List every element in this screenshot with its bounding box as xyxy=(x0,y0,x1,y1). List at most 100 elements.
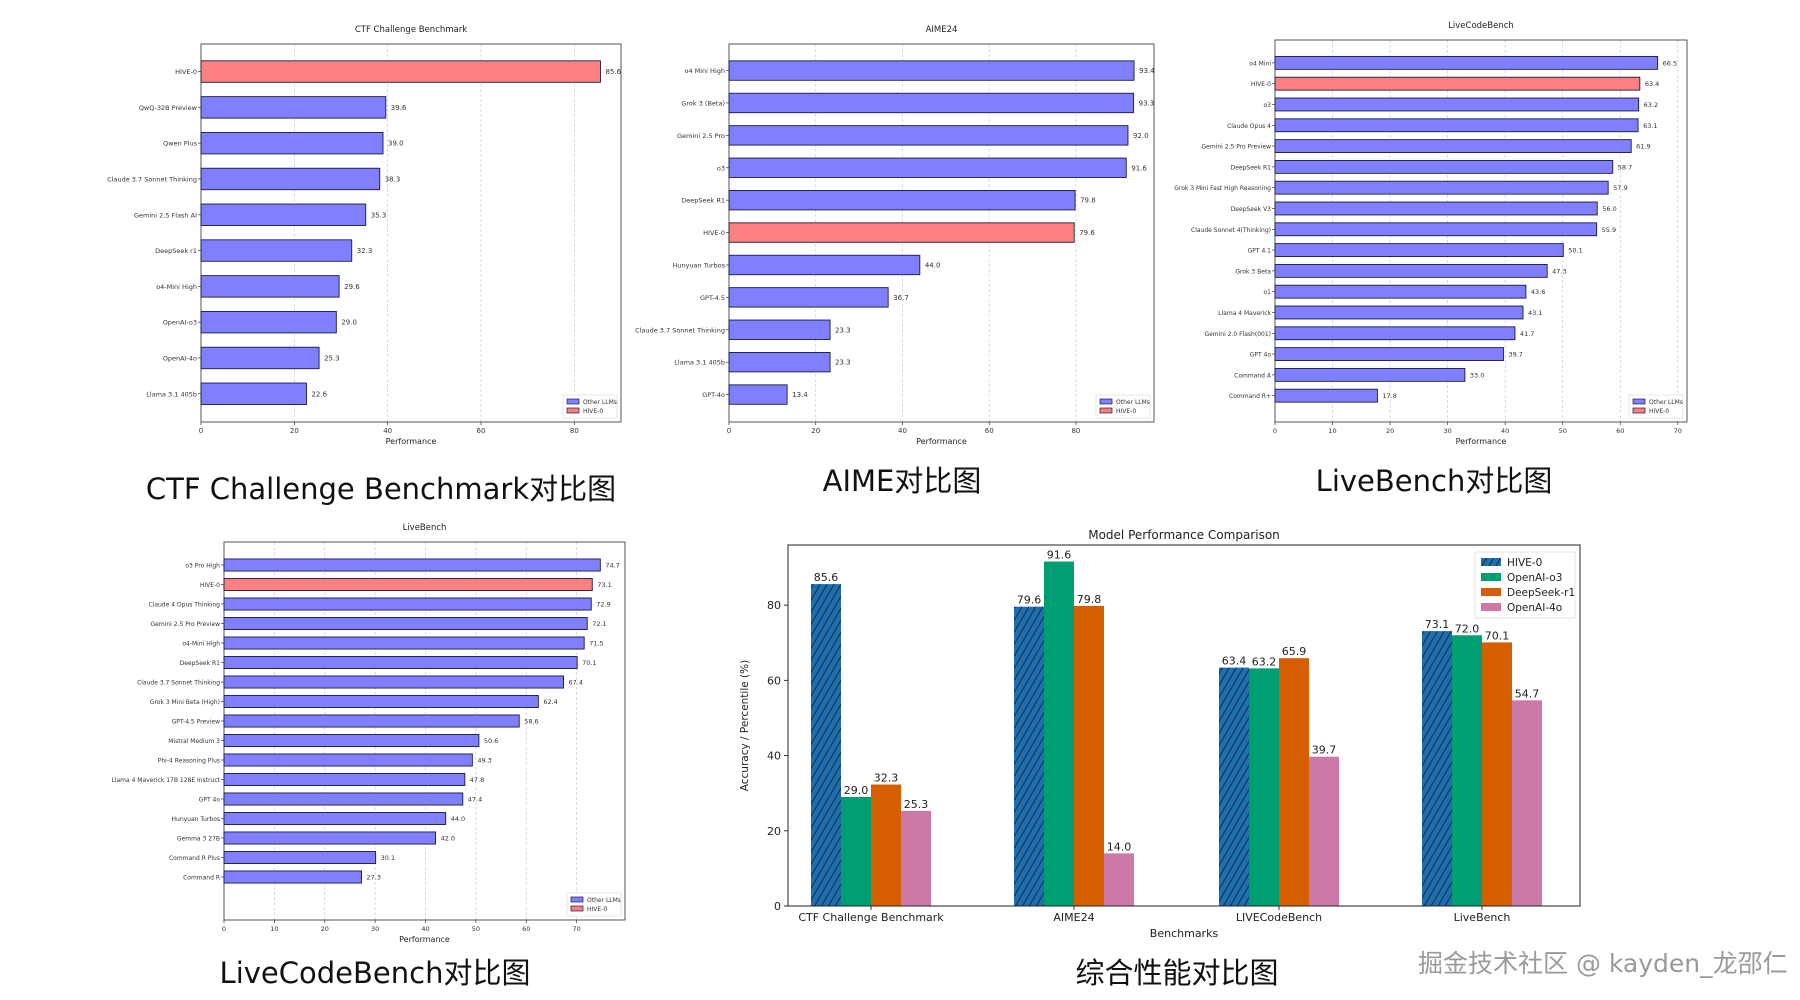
x-tick-label: 30 xyxy=(371,925,379,933)
bar-category-label: HIVE-0 xyxy=(703,229,725,237)
bar xyxy=(223,714,520,728)
x-tick-label: 80 xyxy=(570,427,579,435)
bar-category-label: Hunyuan Turbos xyxy=(672,261,725,269)
bar-value-label: 44.0 xyxy=(451,815,465,823)
bar-value-label: 93.3 xyxy=(1139,99,1155,107)
legend-label: HIVE-0 xyxy=(583,408,603,415)
bar-category-label: QwQ-32B Preview xyxy=(139,104,198,112)
bar-category-label: Llama 4 Maverick 17B 128E Instruct xyxy=(111,777,220,784)
x-tick-label: 40 xyxy=(1501,427,1509,435)
bar xyxy=(200,96,387,119)
bar-value-label: 13.4 xyxy=(792,391,808,399)
watermark: 掘金技术社区 @ kayden_龙邵仁 xyxy=(1418,949,1788,978)
bar-category-label: DeepSeek R1 xyxy=(1231,164,1272,171)
bar xyxy=(728,384,788,405)
bar xyxy=(728,287,889,308)
bar-category-label: Claude 3.7 Sonnet Thinking xyxy=(107,175,197,183)
bar-openai-4o xyxy=(1512,700,1542,906)
caption-aime: AIME对比图 xyxy=(822,464,982,498)
bar xyxy=(223,734,480,748)
bar-value-label: 17.8 xyxy=(1382,392,1396,400)
bar-deepseek-r1 xyxy=(1279,658,1309,906)
legend-swatch xyxy=(1632,407,1646,414)
bar-category-label: o4 Mini High xyxy=(684,67,725,75)
x-axis-label: Performance xyxy=(916,437,967,446)
legend-label: HIVE-0 xyxy=(1507,557,1542,569)
bar-category-label: o3 xyxy=(717,164,725,172)
x-tick-label: 20 xyxy=(321,925,329,933)
bar-value-label: 72.0 xyxy=(1455,622,1480,635)
bar-value-label: 93.4 xyxy=(1139,67,1155,75)
bar xyxy=(728,92,1135,114)
bar-category-label: Command R Plus xyxy=(169,855,220,862)
x-tick-label: LiveBench xyxy=(1454,911,1511,924)
bar-category-label: Mistral Medium 3 xyxy=(168,738,220,745)
bar-openai-o3 xyxy=(1452,635,1482,906)
bar-value-label: 67.4 xyxy=(569,679,583,687)
bar-value-label: 63.2 xyxy=(1252,655,1277,668)
bar-category-label: DeepSeek R1 xyxy=(180,660,221,667)
bar-category-label: o4 Mini xyxy=(1249,60,1271,67)
legend-swatch xyxy=(566,407,580,414)
bar-value-label: 39.7 xyxy=(1312,744,1337,757)
bar-category-label: o4-Mini High xyxy=(182,641,220,648)
bar-category-label: GPT 4o xyxy=(1250,352,1272,359)
bar-category-label: Grok 3 (Beta) xyxy=(681,99,725,107)
bar-hive-0 xyxy=(1422,631,1452,906)
bar-value-label: 91.6 xyxy=(1047,549,1072,562)
bar-category-label: Llama 3.1 405b xyxy=(674,359,725,367)
x-tick-label: 80 xyxy=(1071,427,1080,435)
bar-value-label: 35.3 xyxy=(371,211,387,219)
bar-value-label: 61.9 xyxy=(1636,143,1650,151)
x-tick-label: 50 xyxy=(1559,427,1567,435)
bar-hive-0 xyxy=(811,584,841,906)
bar-hive-0 xyxy=(1014,606,1044,906)
bar-value-label: 32.3 xyxy=(357,247,373,255)
legend-swatch xyxy=(1632,398,1646,405)
bar-value-label: 25.3 xyxy=(904,798,929,811)
bar xyxy=(728,125,1129,146)
bar-category-label: Hunyuan Turbos xyxy=(172,816,221,823)
x-tick-label: 0 xyxy=(727,427,731,435)
bar-category-label: GPT 4o xyxy=(199,797,221,804)
bar xyxy=(223,656,578,670)
bar xyxy=(1274,222,1598,237)
bar-value-label: 63.4 xyxy=(1222,655,1247,668)
legend-label: Other LLMs xyxy=(1116,399,1150,406)
bar-category-label: HIVE-0 xyxy=(200,582,220,589)
x-tick-label: 60 xyxy=(522,925,530,933)
bar-category-label: Phi-4 Reasoning Plus xyxy=(158,758,220,765)
bar-value-label: 92.0 xyxy=(1133,132,1149,140)
bar-value-label: 55.9 xyxy=(1602,226,1616,234)
bar-category-label: GPT 4.1 xyxy=(1248,248,1272,255)
bar xyxy=(223,831,437,845)
bar xyxy=(1274,243,1564,257)
bar xyxy=(728,60,1135,81)
bar-value-label: 27.3 xyxy=(367,874,381,882)
bar xyxy=(223,792,464,806)
bar-value-label: 63.4 xyxy=(1645,80,1659,88)
chart-title: LiveCodeBench xyxy=(1448,21,1514,31)
bar-value-label: 14.0 xyxy=(1107,840,1132,853)
bar-value-label: 36.7 xyxy=(893,294,909,302)
x-tick-label: 20 xyxy=(290,427,299,435)
bar-value-label: 47.4 xyxy=(468,796,482,804)
y-tick-label: 20 xyxy=(767,825,781,838)
bar-openai-o3 xyxy=(1044,561,1074,906)
bar-value-label: 70.1 xyxy=(582,659,596,667)
bar xyxy=(1274,305,1524,320)
legend-label: Other LLMs xyxy=(583,399,617,406)
bar-category-label: Command R xyxy=(183,875,220,882)
bar-category-label: DeepSeek V3 xyxy=(1231,206,1271,213)
bar xyxy=(223,617,588,631)
bar-deepseek-r1 xyxy=(1074,605,1104,906)
chart-title: AIME24 xyxy=(926,25,958,35)
x-tick-label: CTF Challenge Benchmark xyxy=(798,911,944,924)
x-tick-label: 20 xyxy=(1386,427,1394,435)
bar-category-label: Grok 3 Beta xyxy=(1235,268,1271,275)
bar-value-label: 39.6 xyxy=(391,104,407,112)
chart-title: Model Performance Comparison xyxy=(1088,528,1280,542)
bar-value-label: 42.0 xyxy=(441,835,455,843)
bar xyxy=(1274,97,1640,112)
x-tick-label: 60 xyxy=(1616,427,1624,435)
